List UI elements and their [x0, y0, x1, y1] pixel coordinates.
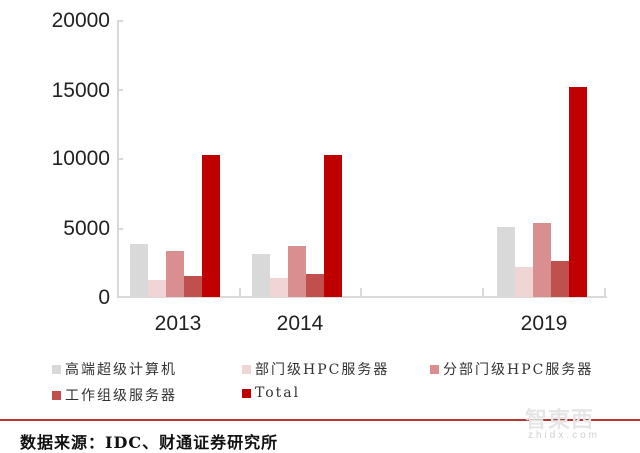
legend-label: 部门级HPC服务器: [255, 362, 390, 378]
y-tick: [117, 228, 123, 230]
x-tick-label: 2014: [276, 312, 324, 335]
legend-label: Total: [255, 385, 301, 401]
bar: [184, 275, 202, 297]
legend-swatch: [52, 364, 61, 374]
legend-swatch: [52, 390, 61, 400]
y-tick-label: 0: [98, 286, 110, 309]
bar: [497, 227, 515, 297]
y-tick: [117, 158, 123, 160]
x-tick: [604, 288, 606, 297]
legend-swatch: [430, 364, 439, 374]
x-axis: [117, 296, 607, 298]
x-tick-label: 2013: [154, 312, 202, 335]
bar: [130, 243, 148, 297]
bar: [533, 222, 551, 297]
y-tick: [117, 89, 123, 91]
x-tick-label: 2019: [520, 312, 568, 335]
bar: [202, 155, 220, 297]
bar: [551, 260, 569, 297]
divider: [0, 419, 640, 421]
y-tick-label: 10000: [51, 147, 110, 170]
legend-item: 分部门级HPC服务器: [430, 359, 593, 379]
x-tick: [360, 288, 362, 297]
y-tick-label: 5000: [63, 217, 110, 240]
legend-item: 部门级HPC服务器: [242, 359, 389, 379]
legend-item: Total: [242, 385, 300, 401]
watermark-url: zhidx.com: [528, 430, 601, 441]
bar: [252, 254, 270, 297]
bar: [515, 267, 533, 297]
bar: [306, 274, 324, 297]
y-tick-label: 20000: [51, 9, 110, 32]
legend-item: 工作组级服务器: [52, 385, 177, 405]
bar: [288, 245, 306, 297]
legend-swatch: [242, 364, 251, 374]
bar: [324, 155, 342, 297]
watermark-logo: 智東西: [525, 407, 595, 432]
legend-item: 高端超级计算机: [52, 359, 177, 379]
x-tick: [239, 288, 241, 297]
bar: [148, 279, 166, 297]
y-tick: [117, 20, 123, 22]
legend-label: 高端超级计算机: [65, 362, 177, 378]
bar: [270, 277, 288, 297]
legend-label: 分部门级HPC服务器: [443, 362, 594, 378]
source-note: 数据来源：IDC、财通证券研究所: [20, 433, 279, 452]
x-tick: [482, 288, 484, 297]
y-tick-label: 15000: [51, 79, 110, 102]
legend-label: 工作组级服务器: [65, 388, 177, 404]
bar: [166, 251, 184, 297]
bar: [569, 87, 587, 297]
legend-swatch: [242, 388, 251, 398]
